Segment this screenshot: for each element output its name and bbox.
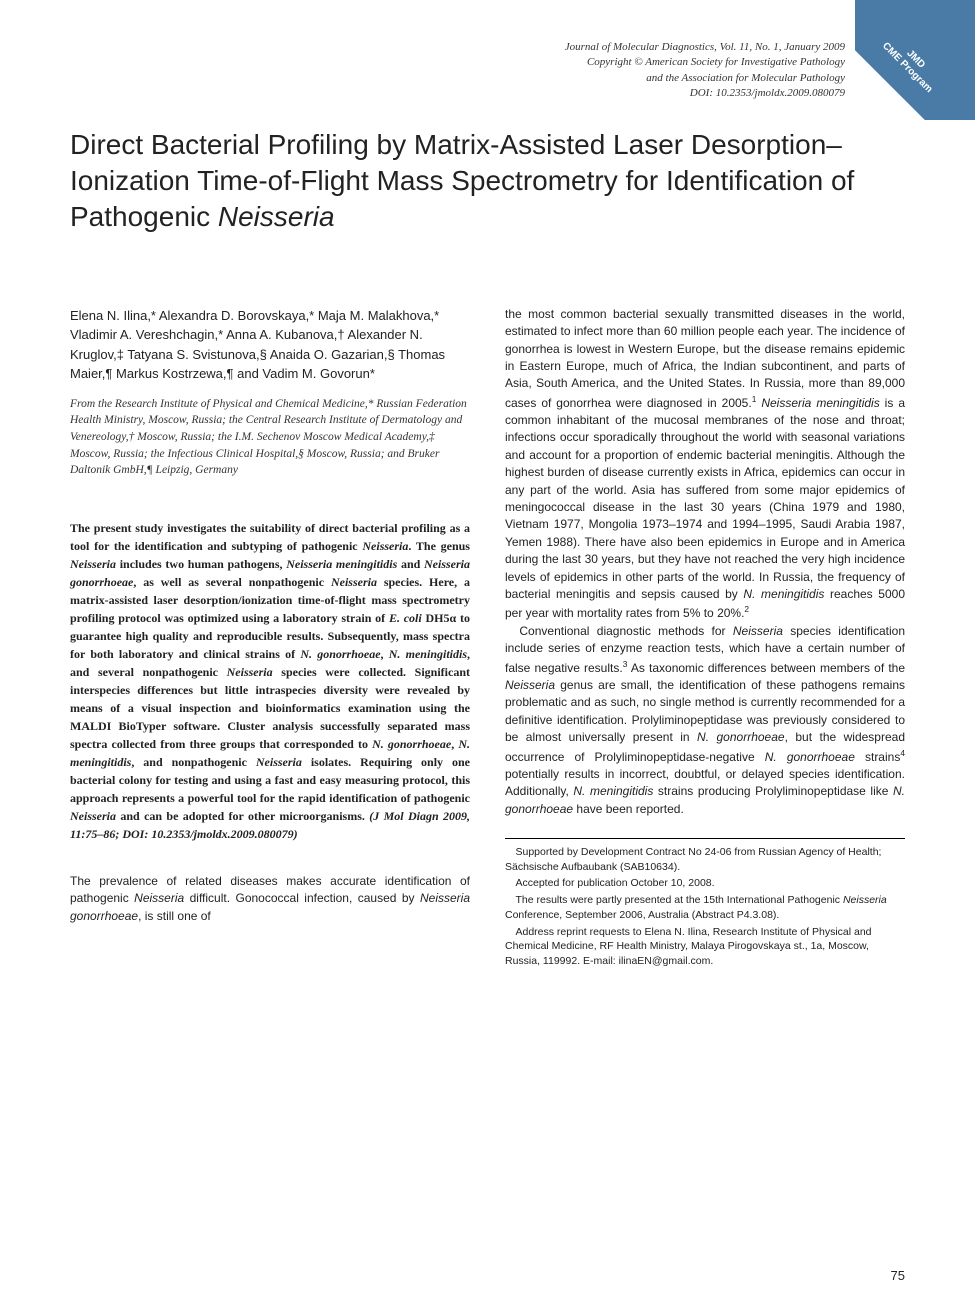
journal-meta: Journal of Molecular Diagnostics, Vol. 1… [70, 40, 905, 102]
body-p2: Conventional diagnostic methods for Neis… [505, 623, 905, 818]
footnote-reprints: Address reprint requests to Elena N. Ili… [505, 925, 905, 969]
affiliations: From the Research Institute of Physical … [70, 396, 470, 479]
title-text: Direct Bacterial Profiling by Matrix-Ass… [70, 129, 854, 233]
meta-association: and the Association for Molecular Pathol… [70, 71, 845, 86]
main-body: the most common bacterial sexually trans… [505, 306, 905, 818]
title-italic: Neisseria [218, 201, 335, 232]
body-p1: the most common bacterial sexually trans… [505, 306, 905, 623]
two-column-layout: Elena N. Ilina,* Alexandra D. Borovskaya… [70, 306, 905, 971]
meta-doi: DOI: 10.2353/jmoldx.2009.080079 [70, 86, 845, 101]
meta-copyright: Copyright © American Society for Investi… [70, 55, 845, 70]
meta-journal: Journal of Molecular Diagnostics, Vol. 1… [70, 40, 845, 55]
article-title: Direct Bacterial Profiling by Matrix-Ass… [70, 127, 905, 236]
right-column: the most common bacterial sexually trans… [505, 306, 905, 971]
intro-p1: The prevalence of related diseases makes… [70, 873, 470, 925]
footnote-support: Supported by Development Contract No 24-… [505, 845, 905, 874]
cme-badge: JMD CME Program [855, 0, 975, 120]
intro-paragraph-1: The prevalence of related diseases makes… [70, 873, 470, 925]
left-column: Elena N. Ilina,* Alexandra D. Borovskaya… [70, 306, 470, 971]
page-number: 75 [891, 1268, 905, 1283]
abstract: The present study investigates the suita… [70, 519, 470, 843]
footnote-presented: The results were partly presented at the… [505, 893, 905, 922]
footnote-accepted: Accepted for publication October 10, 200… [505, 876, 905, 891]
author-list: Elena N. Ilina,* Alexandra D. Borovskaya… [70, 306, 470, 384]
footnotes: Supported by Development Contract No 24-… [505, 838, 905, 969]
